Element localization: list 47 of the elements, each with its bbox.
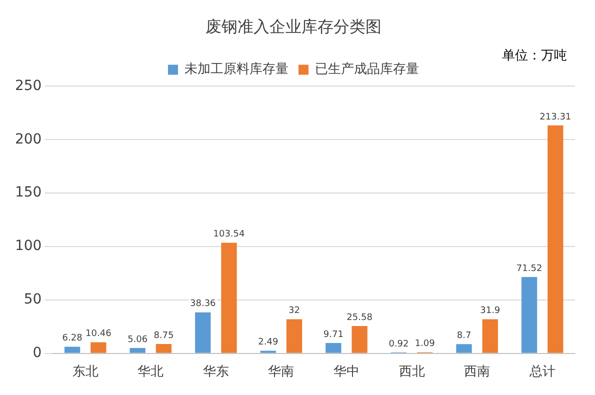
data-label: 25.58 <box>346 312 373 323</box>
data-label: 71.52 <box>516 264 542 274</box>
chart-title: 废钢准入企业库存分类图 <box>206 16 382 36</box>
bar <box>156 344 172 353</box>
data-label: 1.09 <box>414 339 436 350</box>
x-tick-label: 华北 <box>138 364 164 380</box>
data-label: 10.46 <box>86 329 112 340</box>
data-label: 31.9 <box>480 306 500 316</box>
data-label: 213.31 <box>540 112 572 122</box>
y-tick-label: 50 <box>24 292 42 308</box>
x-tick-label: 西南 <box>464 364 490 380</box>
bar <box>548 125 564 353</box>
bar <box>456 344 472 353</box>
bar <box>221 242 237 353</box>
data-label: 5.06 <box>128 334 148 345</box>
legend-label: 未加工原料库存量 <box>184 62 288 78</box>
data-label: 8.7 <box>456 330 472 341</box>
y-tick-label: 100 <box>14 238 42 254</box>
bar <box>482 319 498 353</box>
data-label: 6.28 <box>62 334 83 344</box>
bar <box>195 312 211 353</box>
bar <box>286 319 302 353</box>
y-tick-label: 0 <box>32 345 42 362</box>
bar <box>130 348 146 353</box>
legend-label: 已生产成品库存量 <box>315 62 419 78</box>
data-label: 9.71 <box>323 330 344 340</box>
bar <box>64 346 80 353</box>
y-tick-label: 200 <box>14 131 42 148</box>
data-label: 0.92 <box>388 339 409 350</box>
x-tick-label: 华东 <box>202 364 229 380</box>
x-tick-label: 东北 <box>72 364 98 380</box>
bar <box>326 343 342 353</box>
x-tick-label: 华南 <box>268 364 294 380</box>
x-tick-label: 总计 <box>528 364 556 380</box>
data-label: 8.75 <box>154 330 174 341</box>
data-label: 38.36 <box>190 299 216 310</box>
data-label: 2.49 <box>258 338 278 348</box>
data-label: 32 <box>288 306 300 316</box>
text: 单位：万吨 <box>502 48 567 64</box>
y-tick-label: 250 <box>14 78 42 94</box>
bar <box>352 326 368 353</box>
x-tick-label: 华中 <box>334 364 360 380</box>
bar <box>521 276 538 353</box>
data-label: 103.54 <box>213 230 246 240</box>
bar <box>90 342 106 353</box>
x-tick-label: 西北 <box>398 364 425 380</box>
y-tick-label: 150 <box>14 184 42 201</box>
